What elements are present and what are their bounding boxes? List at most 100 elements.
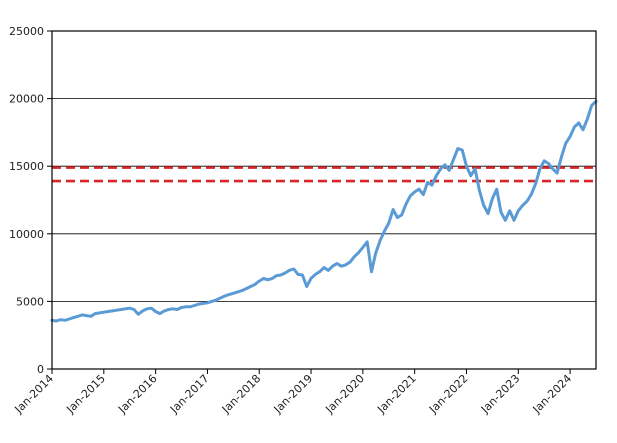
data-point: [137, 312, 140, 316]
data-point: [534, 182, 537, 186]
data-point: [55, 319, 58, 323]
y-tick-label: 10000: [9, 228, 44, 241]
data-point: [175, 308, 179, 311]
data-point: [128, 306, 131, 310]
data-point: [206, 301, 209, 305]
data-point: [370, 270, 373, 274]
data-point: [210, 300, 213, 303]
y-tick-label: 25000: [9, 25, 44, 38]
data-point: [383, 229, 386, 233]
data-point: [452, 158, 455, 161]
data-point: [430, 183, 434, 187]
data-point: [115, 308, 119, 312]
data-point: [124, 307, 127, 311]
x-tick-label: Jan-2019: [271, 372, 315, 416]
data-point: [365, 240, 369, 244]
data-point: [214, 298, 218, 302]
data-point: [232, 292, 235, 295]
data-point: [486, 212, 490, 215]
data-point: [361, 246, 365, 249]
data-point: [245, 287, 248, 290]
data-point: [266, 278, 270, 282]
data-point: [340, 264, 343, 268]
data-point: [465, 164, 468, 168]
data-point: [163, 309, 166, 313]
data-point: [581, 128, 585, 131]
data-point: [344, 263, 347, 267]
data-point: [460, 148, 464, 152]
data-point: [482, 204, 486, 207]
x-tick-label: Jan-2018: [219, 372, 263, 416]
data-point: [106, 310, 110, 313]
x-tick-label: Jan-2024: [530, 372, 574, 416]
data-point: [499, 210, 503, 214]
data-point: [564, 141, 568, 145]
data-point: [141, 309, 144, 313]
data-point: [76, 315, 80, 318]
data-point: [85, 314, 88, 317]
data-point: [396, 216, 399, 219]
y-tick-label: 20000: [9, 93, 44, 106]
data-point: [469, 174, 473, 177]
data-point: [292, 267, 296, 271]
data-point: [422, 193, 425, 196]
data-point: [473, 167, 477, 171]
data-point: [197, 302, 201, 306]
data-point: [318, 270, 322, 274]
reference-lines: [52, 166, 596, 183]
data-point: [413, 190, 417, 194]
data-point: [439, 167, 442, 171]
data-point: [443, 163, 447, 167]
data-point: [227, 293, 231, 296]
data-point: [236, 290, 239, 294]
data-point: [257, 279, 261, 283]
data-point: [59, 318, 62, 322]
grid-lines: [52, 98, 596, 302]
data-point: [555, 171, 559, 175]
data-point: [219, 296, 222, 300]
data-point: [288, 269, 291, 272]
data-point: [240, 289, 244, 292]
data-point: [63, 319, 67, 322]
data-point: [283, 271, 287, 275]
y-tick-label: 5000: [16, 295, 44, 308]
data-point: [348, 260, 352, 264]
data-point: [193, 304, 196, 307]
data-point: [327, 269, 330, 272]
data-point: [426, 181, 429, 184]
data-point: [551, 167, 555, 171]
data-point: [542, 159, 546, 163]
data-point: [111, 309, 114, 313]
x-tick-label: Jan-2022: [426, 372, 470, 416]
data-point: [275, 274, 278, 278]
data-point: [525, 200, 529, 203]
x-tick-label: Jan-2014: [12, 372, 56, 416]
data-point: [184, 305, 188, 309]
data-point: [538, 167, 542, 171]
data-point: [335, 262, 339, 265]
data-point: [456, 147, 460, 150]
data-point: [201, 302, 205, 305]
data-point: [577, 121, 580, 125]
data-point: [529, 193, 533, 196]
data-point: [309, 277, 313, 280]
x-tick-label: Jan-2021: [374, 372, 418, 416]
data-point: [508, 209, 512, 213]
data-point: [102, 310, 106, 314]
data-point: [89, 315, 93, 318]
data-point: [296, 273, 300, 276]
x-tick-label: Jan-2017: [167, 372, 211, 416]
x-tick-label: Jan-2015: [63, 372, 107, 416]
x-tick-label: Jan-2016: [115, 372, 159, 416]
data-point: [504, 219, 507, 222]
data-point: [223, 294, 226, 298]
data-point: [409, 194, 412, 198]
y-tick-label: 0: [37, 363, 44, 376]
data-point: [158, 312, 162, 315]
data-point: [301, 273, 304, 277]
data-point: [314, 273, 317, 276]
data-point: [180, 306, 183, 309]
data-point: [435, 174, 438, 177]
data-point: [590, 104, 593, 107]
